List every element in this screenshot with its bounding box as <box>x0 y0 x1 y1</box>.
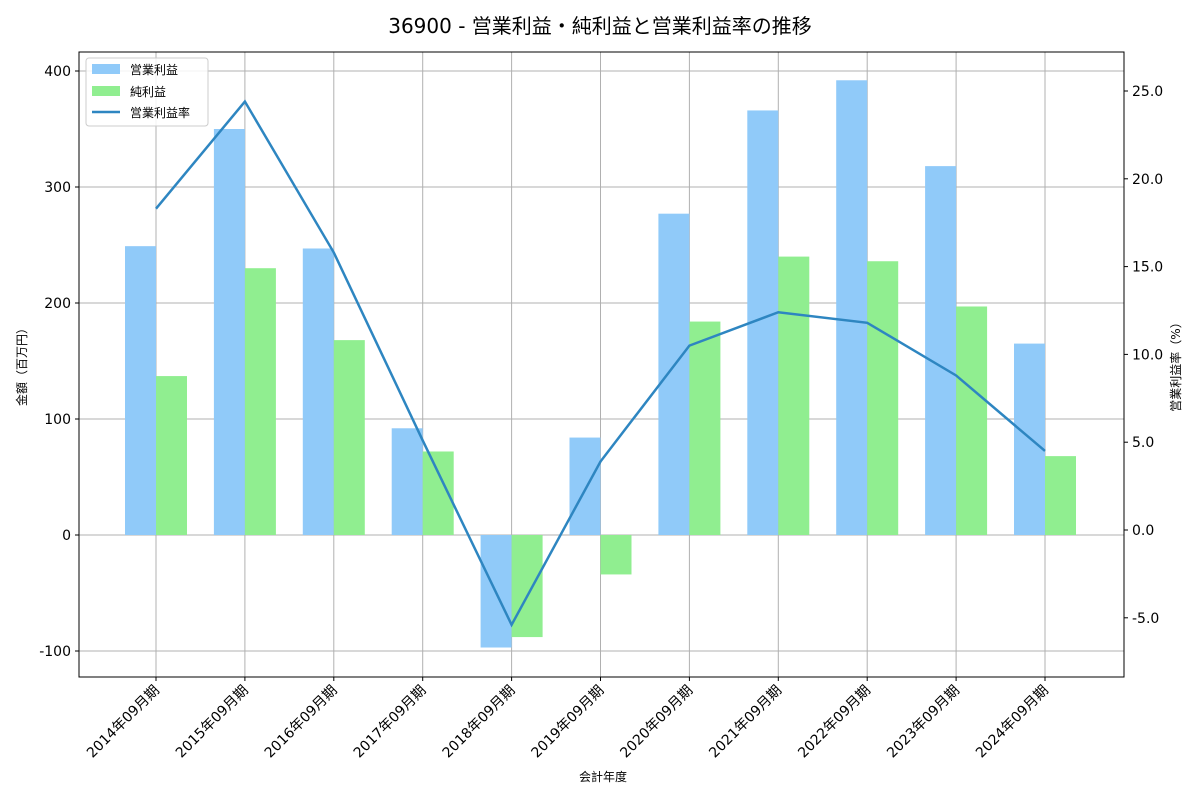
bar <box>244 268 276 535</box>
margin-line <box>155 99 1046 628</box>
left-axis: -100 0 100 200 300 400 <box>39 64 79 660</box>
x-tick-label: 2022年09月期 <box>795 683 874 762</box>
bar <box>658 213 690 535</box>
chart-title: 36900 - 営業利益・純利益と営業利益率の推移 <box>388 14 812 38</box>
legend-label-margin: 営業利益率 <box>130 105 190 120</box>
x-tick-label: 2016年09月期 <box>262 683 341 762</box>
bar <box>125 246 156 535</box>
y2-tick-label: 10.0 <box>1132 347 1163 363</box>
bar <box>156 376 187 535</box>
bar <box>836 80 868 535</box>
y-tick-label: 0 <box>62 528 71 544</box>
bar <box>213 129 245 535</box>
y2-tick-label: 15.0 <box>1132 260 1163 276</box>
x-tick-label: 2017年09月期 <box>351 683 430 762</box>
y-tick-label: 200 <box>44 296 71 312</box>
x-axis: 2014年09月期 2015年09月期 2016年09月期 2017年09月期 2018… <box>84 677 1052 761</box>
legend: 営業利益 純利益 営業利益率 <box>85 57 209 127</box>
bar <box>302 248 334 536</box>
y-tick-label: 300 <box>44 180 71 196</box>
bar <box>333 340 365 535</box>
bar <box>1045 456 1076 535</box>
legend-swatch-operating-profit <box>92 64 120 74</box>
y-axis-label: 金額（百万円） <box>14 322 29 406</box>
bars <box>125 80 1076 648</box>
y2-tick-label: 20.0 <box>1132 172 1163 188</box>
x-tick-label: 2019年09月期 <box>529 683 608 762</box>
plot-frame <box>78 51 1125 678</box>
bar <box>778 256 810 535</box>
bar <box>925 166 957 535</box>
y2-tick-label: 5.0 <box>1132 435 1154 451</box>
bar <box>600 535 632 575</box>
x-axis-label: 会計年度 <box>579 769 627 784</box>
x-tick-label: 2014年09月期 <box>84 683 163 762</box>
y-tick-label: 100 <box>44 412 71 428</box>
legend-label-net-profit: 純利益 <box>130 85 166 99</box>
legend-swatch-net-profit <box>92 86 120 96</box>
y-tick-label: -100 <box>39 644 71 660</box>
x-tick-label: 2021年09月期 <box>706 683 785 762</box>
x-tick-label: 2015年09月期 <box>173 683 252 762</box>
bar <box>569 437 601 535</box>
bar <box>867 261 899 535</box>
legend-label-operating-profit: 営業利益 <box>130 63 178 77</box>
right-axis: -5.0 0.0 5.0 10.0 15.0 20.0 25.0 <box>1124 84 1163 627</box>
x-tick-label: 2023年09月期 <box>884 683 963 762</box>
bar <box>956 306 988 535</box>
y2-tick-label: -5.0 <box>1132 611 1159 627</box>
x-tick-label: 2024年09月期 <box>973 683 1052 762</box>
y2-tick-label: 0.0 <box>1132 523 1154 539</box>
x-tick-label: 2018年09月期 <box>440 683 519 762</box>
y-tick-label: 400 <box>44 64 71 80</box>
x-tick-label: 2020年09月期 <box>617 683 696 762</box>
bar <box>689 321 721 535</box>
y2-axis-label: 営業利益率（%） <box>1168 316 1183 411</box>
bar <box>391 428 423 535</box>
bar <box>511 535 543 638</box>
y2-tick-label: 25.0 <box>1132 84 1163 100</box>
